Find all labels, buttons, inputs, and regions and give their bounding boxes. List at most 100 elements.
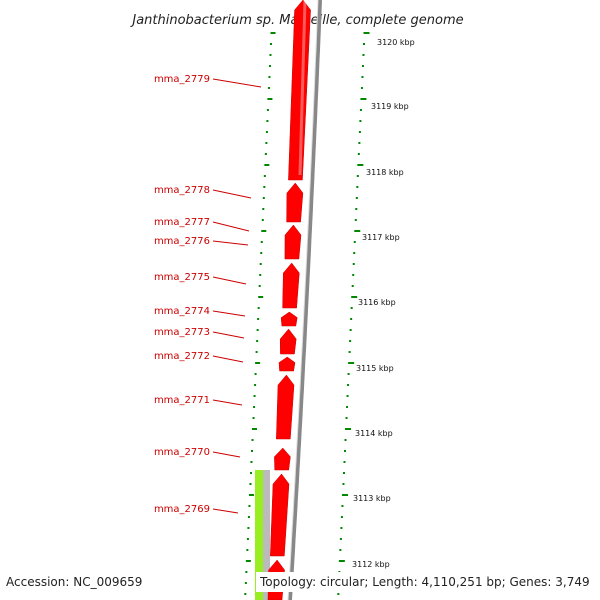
- inner-tick: [265, 131, 268, 133]
- inner-tick: [266, 109, 269, 111]
- cds-arrow: [284, 224, 302, 260]
- inner-tick: [248, 494, 254, 496]
- inner-tick: [268, 76, 271, 78]
- outer-tick: [358, 142, 361, 144]
- outer-tick: [346, 406, 349, 408]
- inner-tick: [251, 439, 254, 441]
- kbp-label-layer: 3120 kbp 3119 kbp 3118 kbp 3117 kbp 3116 kbp…: [352, 38, 415, 569]
- inner-tick: [255, 362, 261, 364]
- cds-highlight: [298, 0, 307, 176]
- inner-tick: [258, 296, 264, 298]
- inner-tick: [268, 65, 271, 67]
- outer-tick: [337, 593, 340, 595]
- gene-label: mma_2769: [154, 504, 210, 515]
- inner-tick: [257, 307, 260, 309]
- outer-tick: [354, 230, 361, 232]
- gene-label-layer: mma_2779 mma_2778 mma_2777 mma_2776 mma_2775…: [154, 74, 262, 515]
- gene-leader-line: [212, 240, 249, 246]
- inner-tick: [256, 340, 259, 342]
- gene-label: mma_2771: [154, 395, 210, 406]
- inner-tick: [269, 43, 272, 45]
- outer-tick: [341, 494, 348, 496]
- inner-tick: [244, 582, 247, 584]
- outer-tick: [345, 428, 352, 430]
- outer-tick: [360, 98, 367, 100]
- gene-leader-line: [212, 508, 239, 514]
- gene-label: mma_2775: [154, 272, 210, 283]
- inner-tick: [254, 373, 257, 375]
- kbp-tick-label: 3115 kbp: [356, 364, 394, 373]
- outer-tick: [339, 538, 342, 540]
- inner-tick: [253, 406, 256, 408]
- cds-arrow: [280, 311, 298, 327]
- outer-tick: [354, 219, 357, 221]
- inner-tick: [254, 384, 257, 386]
- gene-label: mma_2777: [154, 217, 210, 228]
- gc-skew-bar: [255, 470, 263, 600]
- inner-tick: [260, 241, 263, 243]
- inner-tick: [257, 318, 260, 320]
- cds-arrow: [270, 473, 290, 557]
- kbp-tick-label: 3114 kbp: [355, 429, 393, 438]
- gene-leader-line: [212, 189, 252, 199]
- inner-tick: [246, 538, 249, 540]
- outer-tick: [363, 32, 370, 34]
- gene-leader-line: [212, 399, 243, 406]
- inner-tick: [256, 329, 259, 331]
- outer-tick: [349, 340, 352, 342]
- outer-tick: [338, 560, 345, 562]
- outer-tick: [356, 175, 359, 177]
- kbp-tick-label: 3118 kbp: [366, 168, 404, 177]
- outer-tick: [355, 208, 358, 210]
- outer-tick: [341, 505, 344, 507]
- backbone-line: [288, 0, 322, 600]
- outer-tick: [357, 164, 364, 166]
- outer-tick: [342, 483, 345, 485]
- outer-tick: [342, 472, 345, 474]
- inner-tick: [249, 472, 252, 474]
- gene-label: mma_2774: [154, 306, 210, 317]
- inner-tick: [266, 120, 269, 122]
- inner-tick: [267, 87, 270, 89]
- cds-arrow: [274, 447, 291, 471]
- gc-content-bar: [263, 470, 270, 600]
- inner-tick: [264, 153, 267, 155]
- cds-arrow: [286, 182, 304, 223]
- outer-tick: [352, 263, 355, 265]
- outer-tick: [348, 362, 355, 364]
- gene-leader-line: [212, 221, 250, 232]
- outer-tick: [353, 241, 356, 243]
- outer-tick: [349, 329, 352, 331]
- inner-tick: [259, 274, 262, 276]
- inner-tick: [263, 175, 266, 177]
- gene-leader-line: [212, 276, 247, 285]
- inner-tick: [247, 516, 250, 518]
- inner-tick: [262, 197, 265, 199]
- outer-tick: [362, 43, 365, 45]
- outer-tick: [343, 461, 346, 463]
- inner-tick: [261, 219, 264, 221]
- kbp-tick-label: 3113 kbp: [353, 494, 391, 503]
- kbp-tick-label: 3116 kbp: [358, 298, 396, 307]
- outer-tick: [347, 373, 350, 375]
- gene-label: mma_2772: [154, 351, 210, 362]
- accession-text: Accession: NC_009659: [6, 572, 143, 592]
- inner-tick: [255, 351, 258, 353]
- inner-tick: [248, 505, 251, 507]
- outer-tick: [359, 120, 362, 122]
- backbone-highlight: [287, 0, 319, 600]
- gene-leader-line: [212, 451, 241, 458]
- outer-tick: [352, 274, 355, 276]
- gene-label: mma_2770: [154, 447, 210, 458]
- kbp-tick-label: 3120 kbp: [377, 38, 415, 47]
- outer-tick: [360, 87, 363, 89]
- gene-leader-line: [212, 78, 262, 88]
- outer-tick: [353, 252, 356, 254]
- outer-tick: [355, 197, 358, 199]
- gene-label: mma_2773: [154, 327, 210, 338]
- kbp-tick-label: 3112 kbp: [352, 560, 390, 569]
- outer-tick: [351, 285, 354, 287]
- outer-tick: [347, 384, 350, 386]
- outer-tick: [351, 296, 358, 298]
- outer-tick: [344, 439, 347, 441]
